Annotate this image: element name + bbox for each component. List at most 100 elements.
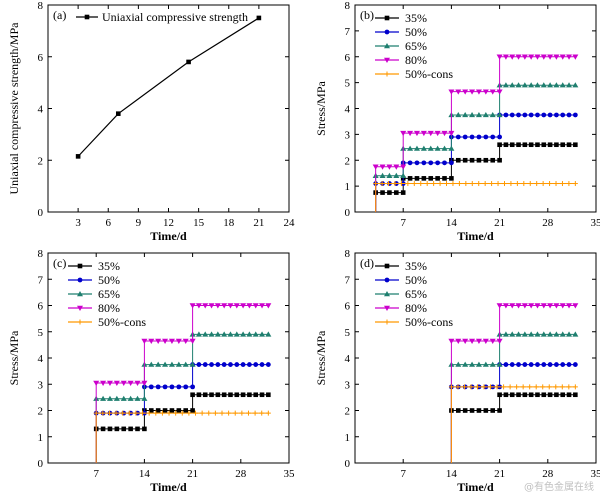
data-point	[515, 82, 522, 88]
data-point	[228, 392, 233, 398]
y-tick-label: 6	[345, 301, 351, 313]
data-point	[441, 130, 448, 137]
data-point	[162, 338, 169, 344]
y-axis-label: Stress/MPa	[314, 330, 328, 385]
data-point	[183, 408, 189, 413]
x-tick-label: 3	[75, 217, 81, 229]
data-point	[482, 338, 489, 344]
y-tick-label: 8	[345, 248, 351, 260]
data-point	[535, 112, 540, 118]
data-point	[259, 362, 265, 367]
data-point	[475, 111, 482, 118]
data-point	[421, 176, 427, 181]
y-tick-label: 7	[345, 274, 351, 286]
data-point	[496, 303, 503, 309]
data-point	[159, 410, 165, 416]
data-point	[456, 181, 462, 187]
data-point	[215, 392, 221, 398]
data-point	[168, 361, 175, 367]
data-point	[572, 303, 579, 309]
data-point	[155, 361, 162, 367]
data-point	[462, 134, 468, 140]
data-point	[521, 331, 528, 337]
data-point	[202, 392, 208, 398]
data-point	[134, 380, 141, 386]
data-point	[208, 331, 215, 337]
legend-item-50pct-cons: 50%-cons	[375, 315, 453, 329]
legend-item-65pct: 65%	[68, 287, 120, 301]
data-point	[427, 130, 434, 137]
data-point	[449, 176, 454, 181]
y-tick-label: 5	[38, 327, 44, 339]
data-point	[469, 408, 475, 413]
data-point	[533, 384, 539, 390]
data-point	[428, 176, 434, 181]
data-point	[146, 410, 152, 416]
data-point	[461, 384, 467, 390]
data-point	[142, 426, 147, 432]
data-point	[509, 54, 516, 60]
data-point	[476, 408, 482, 413]
data-point	[392, 181, 398, 187]
x-tick-label: 14	[446, 468, 458, 480]
data-point	[252, 410, 258, 416]
data-point	[212, 410, 218, 416]
watermark: @有色金属在线	[524, 482, 594, 493]
legend-item-80pct: 80%	[68, 301, 120, 315]
series-50pct-cons	[93, 410, 271, 463]
data-point	[455, 134, 461, 140]
y-tick-label: 3	[345, 379, 351, 391]
data-point	[400, 190, 406, 195]
data-point	[501, 384, 507, 390]
data-point	[489, 111, 496, 118]
data-point	[195, 331, 202, 337]
data-point	[176, 408, 182, 413]
data-point	[127, 395, 134, 401]
data-point	[413, 145, 420, 151]
data-point	[428, 160, 434, 166]
data-point	[448, 89, 455, 95]
data-point	[455, 361, 462, 367]
data-point	[400, 130, 407, 137]
data-point	[414, 176, 420, 181]
data-point	[114, 426, 120, 432]
data-point	[488, 384, 494, 390]
series-65pct	[93, 331, 272, 463]
data-point	[252, 331, 259, 337]
data-point	[469, 157, 475, 163]
legend-label: 35%	[98, 259, 120, 273]
y-tick-label: 3	[38, 379, 44, 391]
data-point	[482, 181, 488, 187]
data-point	[148, 338, 155, 344]
data-point	[221, 331, 228, 337]
y-tick-label: 6	[345, 52, 351, 64]
data-point	[148, 361, 155, 367]
data-point	[553, 54, 560, 60]
y-axis-label: Stress/MPa	[7, 330, 21, 385]
data-point	[405, 181, 411, 187]
data-point	[140, 410, 146, 416]
data-point	[189, 338, 196, 344]
data-point	[540, 331, 547, 337]
data-point	[100, 410, 106, 416]
data-point	[128, 426, 133, 432]
data-point	[414, 160, 420, 166]
x-tick-label: 21	[494, 217, 505, 229]
data-point	[227, 331, 234, 337]
data-point	[153, 410, 159, 416]
legend-item-50pct: 50%	[375, 25, 427, 39]
panel-label: (d)	[360, 256, 374, 270]
series-50pct-cons	[373, 181, 578, 212]
data-point	[115, 111, 121, 116]
data-point	[469, 338, 476, 344]
legend-marker	[384, 291, 390, 297]
data-point	[93, 380, 100, 386]
data-point	[393, 172, 400, 178]
data-point	[528, 303, 535, 309]
data-point	[233, 303, 240, 309]
legend-marker	[384, 15, 390, 21]
legend-label: 80%	[405, 53, 427, 67]
legend-marker	[84, 14, 90, 20]
data-point	[507, 384, 513, 390]
data-point	[420, 145, 427, 151]
